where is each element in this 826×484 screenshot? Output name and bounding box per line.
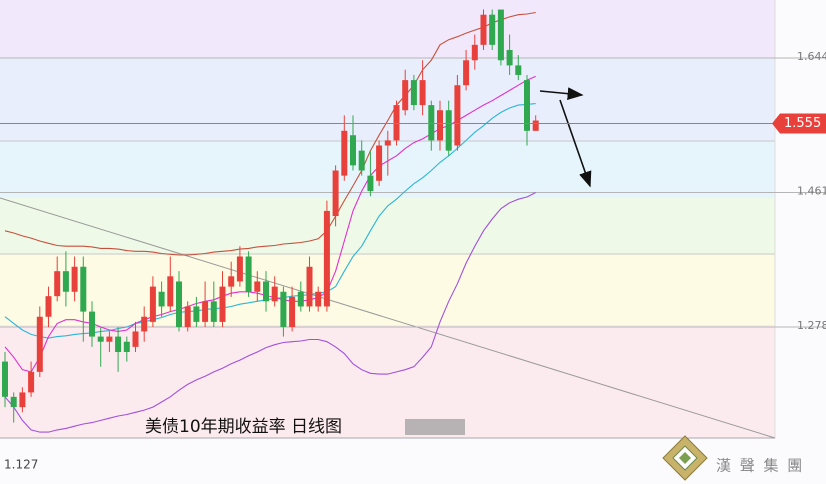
candle-body (97, 336, 104, 342)
candle-body (350, 135, 356, 166)
y-tick-label: 1.644 (797, 50, 826, 63)
candle-body (80, 266, 87, 312)
candle-body (89, 311, 95, 337)
y-tick-label: 1.278 (797, 319, 826, 332)
candle-body (10, 396, 17, 408)
candle-body (254, 281, 261, 292)
y-tick-label: 1.461 (797, 185, 826, 198)
candle-body (358, 150, 365, 171)
candle-body (437, 110, 443, 141)
candle-body (524, 80, 530, 131)
candle-body (19, 392, 26, 408)
candle-body (497, 9, 504, 61)
arrow (539, 87, 584, 101)
indicator-line (4, 192, 536, 433)
candle-body (167, 276, 174, 307)
candle-body (506, 49, 513, 66)
candle-body (419, 80, 426, 106)
chart-title: 美债10年期收益率 日线图 (145, 417, 342, 437)
candle-body (158, 291, 165, 307)
candle-body (176, 281, 182, 328)
candle-body (489, 14, 496, 45)
indicator-line (4, 11, 536, 256)
candle-body (115, 336, 122, 353)
candle-body (71, 266, 78, 292)
candle-body (367, 175, 374, 192)
logo (662, 435, 708, 481)
candle-body (332, 170, 339, 217)
trend-line (0, 197, 776, 439)
current-price-tag (772, 113, 826, 134)
candle-body (428, 105, 435, 141)
arrow (559, 99, 592, 188)
candle-body (45, 296, 52, 317)
candle-body (245, 256, 252, 292)
candle-body (193, 306, 200, 322)
candle-body (323, 210, 330, 307)
candle-body (106, 336, 113, 342)
y-bottom-label: 1.127 (4, 458, 38, 472)
candle-body (236, 256, 243, 282)
candle-body (480, 14, 487, 45)
candle-body (28, 371, 35, 393)
candle-body (271, 286, 278, 302)
candle-body (445, 110, 452, 151)
candle-body (515, 65, 522, 75)
candle-body (297, 291, 304, 307)
candle-body (280, 291, 287, 328)
blurred-box (405, 419, 465, 435)
candle-body (228, 276, 235, 287)
candle-body (2, 361, 8, 397)
candle-body (184, 306, 191, 328)
candle-body (219, 286, 226, 322)
candle-body (384, 140, 391, 146)
candle-body (149, 286, 156, 322)
candle-body (463, 60, 470, 86)
candle-body (471, 44, 478, 61)
brand: 漢 聲 集 團 (716, 457, 804, 475)
current-price-label: 1.555 (784, 116, 821, 131)
candle-body (141, 316, 148, 332)
candle-body (306, 266, 313, 307)
candle-body (410, 80, 417, 106)
candle-body (263, 281, 269, 302)
candle-body (54, 271, 61, 297)
candle-body (132, 331, 139, 347)
candle-body (202, 301, 209, 322)
plot-area (0, 9, 826, 433)
candle-body (341, 130, 348, 176)
candle-body (393, 105, 400, 141)
candle-body (454, 85, 461, 146)
candle-body (62, 271, 69, 292)
candle-body (402, 80, 409, 111)
candle-body (123, 341, 130, 353)
candle-body (376, 145, 383, 181)
candle-body (289, 296, 296, 328)
candle-body (315, 291, 322, 307)
candle-body (36, 316, 43, 372)
candle-body (210, 301, 217, 322)
candle-body (532, 120, 539, 131)
